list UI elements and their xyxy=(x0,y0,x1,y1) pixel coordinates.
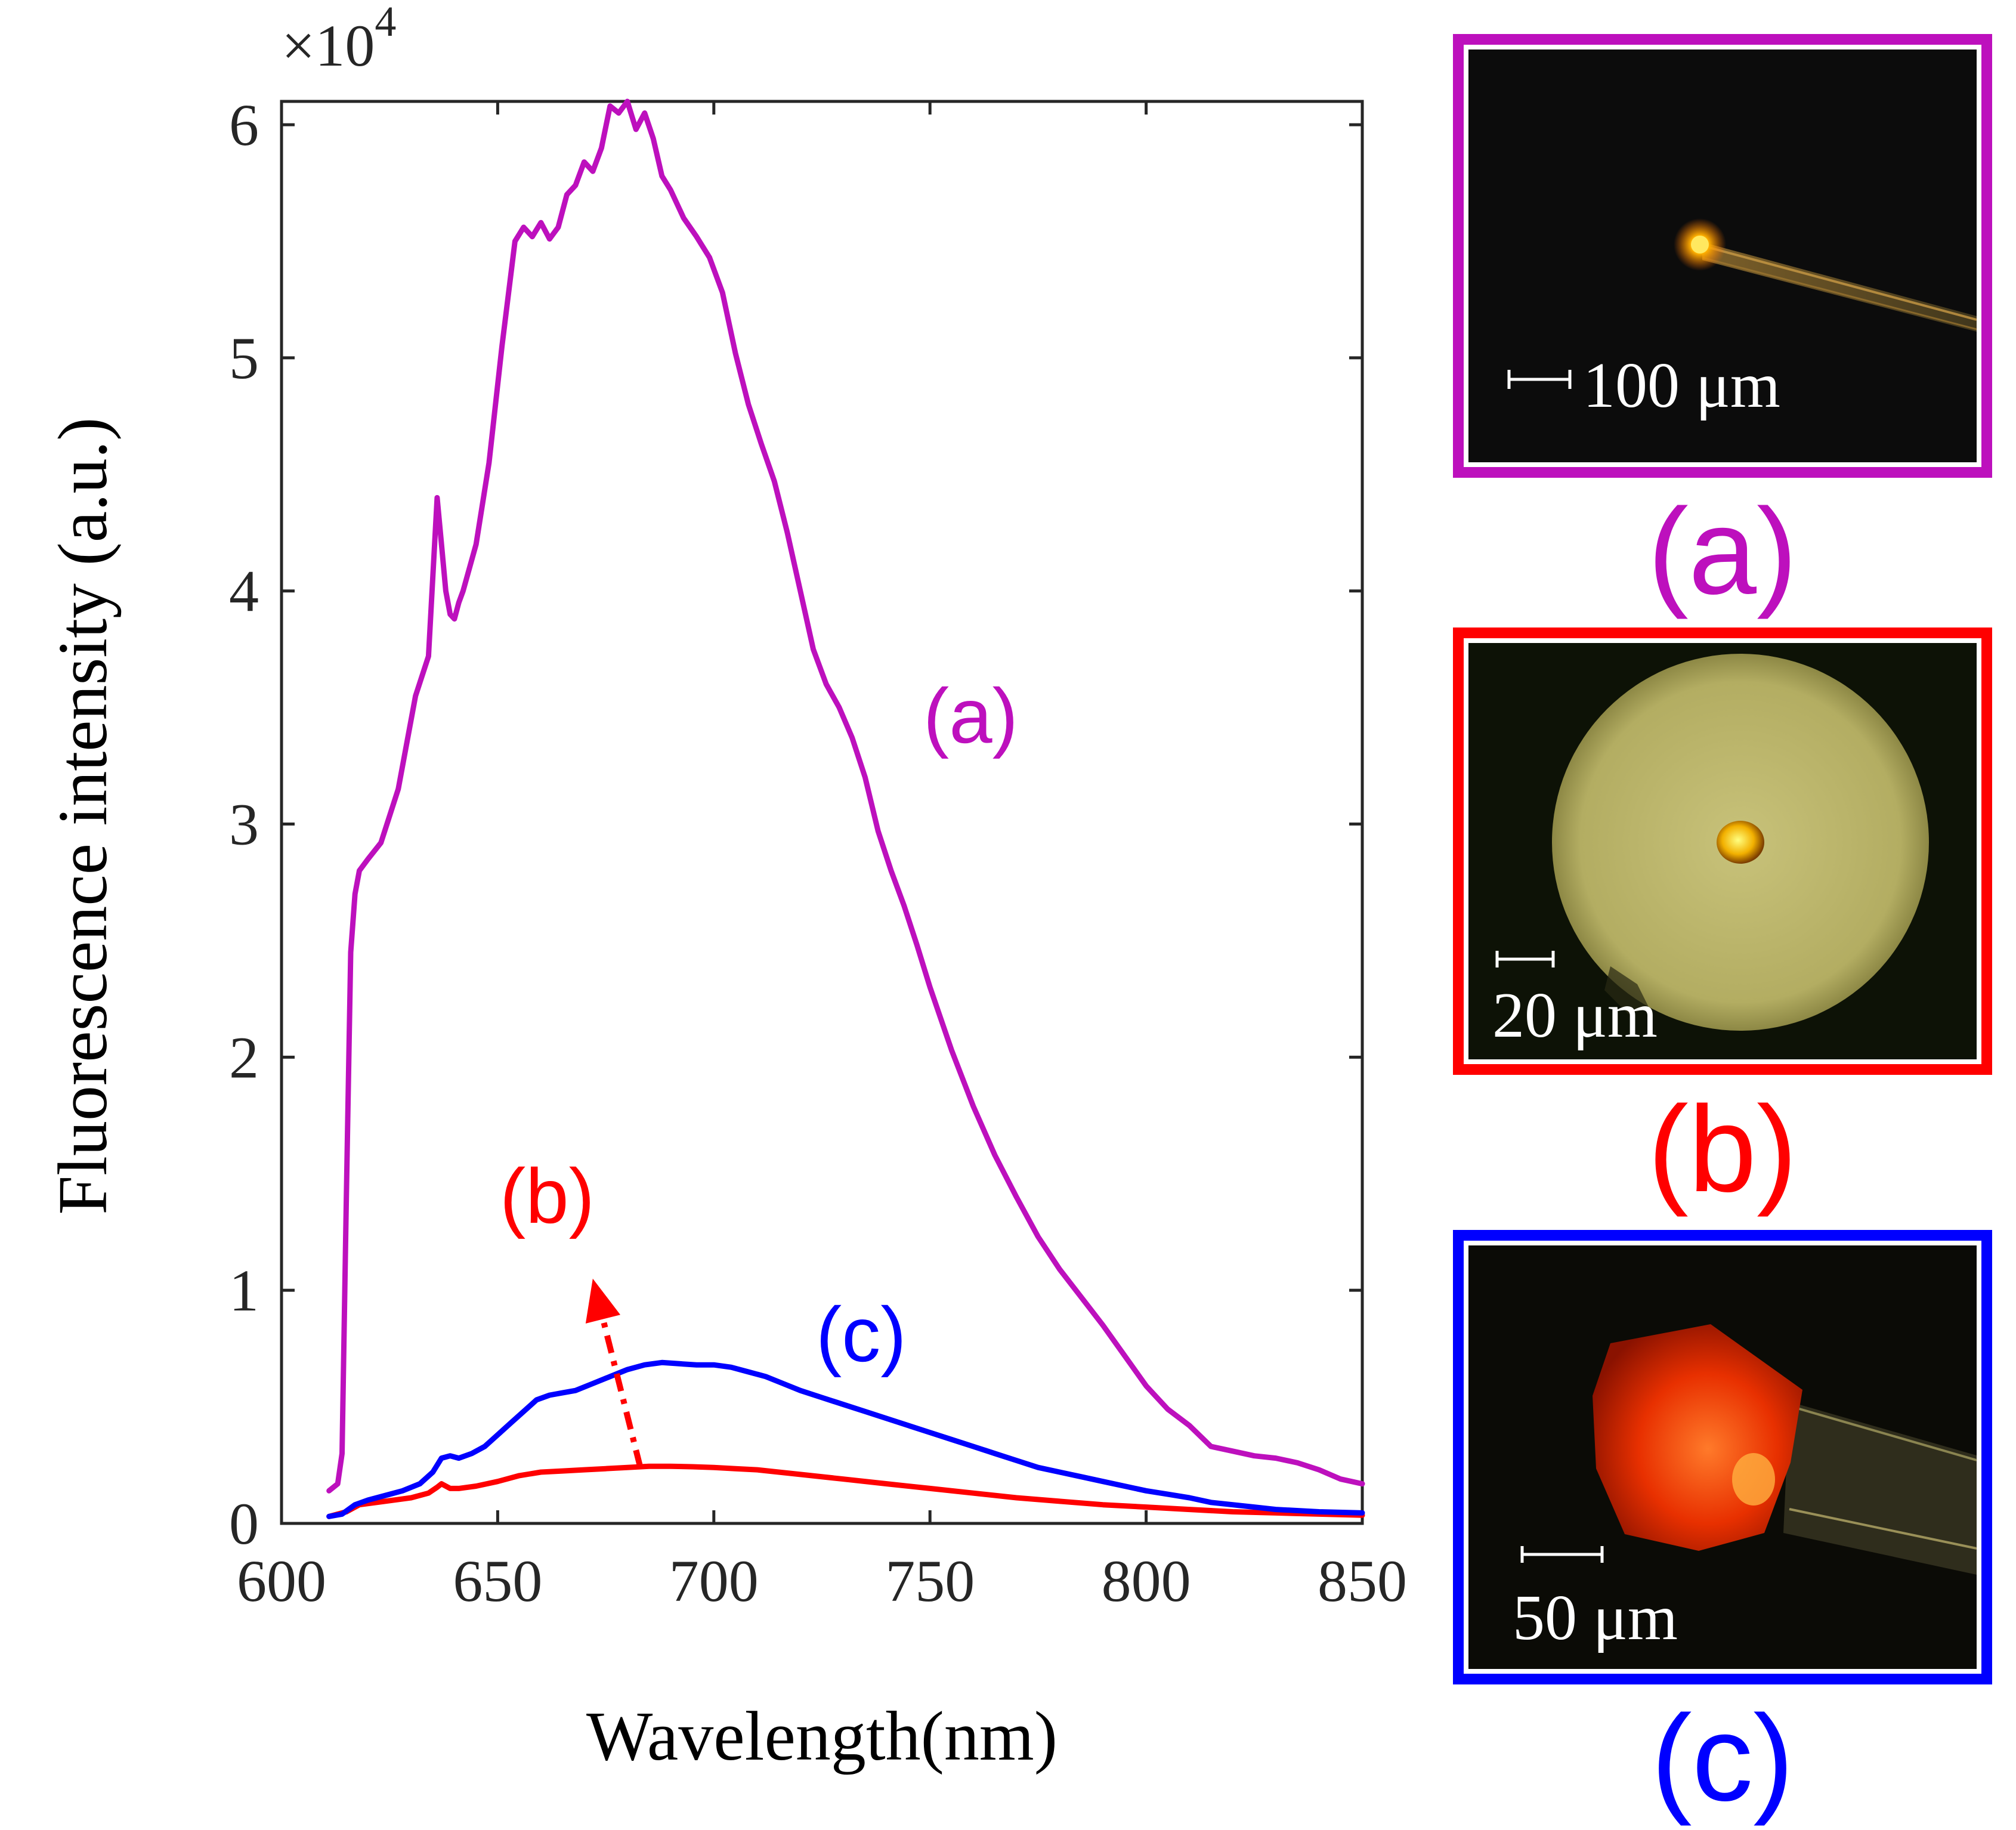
arrow-shaft xyxy=(600,1318,644,1469)
y-axis-ticks: 0 1 2 3 4 5 6 xyxy=(229,92,1362,1557)
x-tick-label: 650 xyxy=(453,1548,542,1614)
y-tick-label: 3 xyxy=(229,792,259,858)
curve-label-b: (b) xyxy=(500,1152,595,1239)
x-tick-label: 750 xyxy=(885,1548,975,1614)
fiber-c-edge-top xyxy=(1795,1406,1977,1461)
y-tick-label: 6 xyxy=(229,92,259,158)
y-tick-label: 2 xyxy=(229,1024,259,1090)
arrow-head xyxy=(585,1278,621,1324)
x-tick-label: 600 xyxy=(237,1548,326,1614)
inset-a: 100 μm (a) xyxy=(1453,34,1992,620)
y-axis-label: Fluorescence intensity (a.u.) xyxy=(44,418,122,1215)
y-multiplier: ×104 xyxy=(282,0,396,79)
series-line-b xyxy=(326,1463,1365,1519)
scale-text-b: 20 μm xyxy=(1492,980,1658,1051)
fiber-c-edge-bottom xyxy=(1789,1508,1977,1550)
y-tick-label: 4 xyxy=(229,558,259,625)
x-tick-label: 700 xyxy=(669,1548,759,1614)
x-axis-label: Wavelength(nm) xyxy=(586,1697,1058,1775)
glowing-core xyxy=(1691,236,1709,254)
x-axis-ticks: 600 650 700 750 800 850 xyxy=(237,101,1407,1614)
inset-label-b: (b) xyxy=(1648,1081,1798,1217)
crystal-highlight xyxy=(1732,1453,1775,1506)
scale-text-a: 100 μm xyxy=(1583,350,1780,421)
inset-label-c: (c) xyxy=(1651,1690,1794,1826)
chip xyxy=(1604,966,1649,1014)
y-tick-label: 5 xyxy=(229,325,259,391)
axes-box xyxy=(280,100,1364,1525)
x-tick-label: 800 xyxy=(1102,1548,1191,1614)
curve-label-a: (a) xyxy=(923,672,1018,759)
curves xyxy=(326,98,1365,1519)
inset-c: 50 μm (c) xyxy=(1453,1230,1992,1826)
plot-area: 600 650 700 750 800 850 0 1 2 3 4 5 6 ×104 Waveleng… xyxy=(44,0,1407,1775)
scale-text-c: 50 μm xyxy=(1513,1582,1678,1653)
fiber-core xyxy=(1717,821,1764,864)
inset-label-a: (a) xyxy=(1648,483,1798,620)
fiber-edge-bottom xyxy=(1702,256,1977,330)
y-tick-label: 0 xyxy=(229,1491,259,1557)
curve-label-c: (c) xyxy=(816,1291,907,1378)
fiber-edge-top xyxy=(1702,245,1977,321)
inset-b: 20 μm (b) xyxy=(1453,627,1992,1217)
series-line-a xyxy=(326,98,1365,1494)
series-line-c xyxy=(326,1359,1365,1519)
dashed-arrow-annotation xyxy=(585,1278,644,1469)
x-tick-label: 850 xyxy=(1318,1548,1407,1614)
y-tick-label: 1 xyxy=(229,1257,259,1324)
